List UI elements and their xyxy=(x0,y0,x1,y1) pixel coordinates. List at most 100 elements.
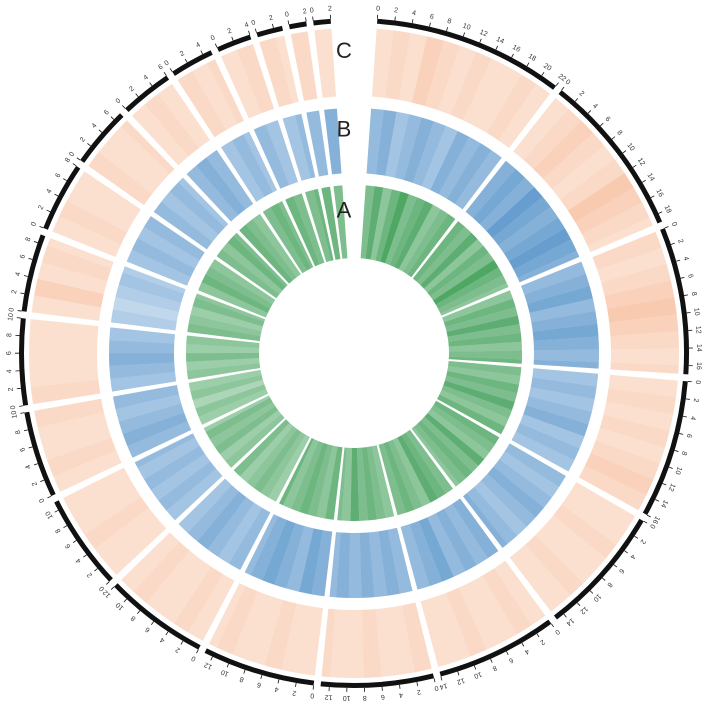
tick-label: 16 xyxy=(511,44,521,54)
tick-mark xyxy=(110,116,115,120)
heatmap-cell xyxy=(205,266,273,309)
heatmap-cell xyxy=(295,113,316,179)
heatmap-cell xyxy=(520,261,586,295)
heatmap-cell xyxy=(324,108,342,175)
tick-label: 2 xyxy=(692,398,699,403)
heatmap-cell xyxy=(369,531,388,598)
tick-label: 14 xyxy=(565,616,576,626)
tick-mark xyxy=(473,665,477,670)
tick-mark xyxy=(541,72,545,76)
heatmap-cell xyxy=(216,249,280,299)
tick-label: 0 xyxy=(564,79,571,87)
heatmap-cell xyxy=(98,138,161,195)
tick-label: 10 xyxy=(625,142,635,153)
heatmap-cell xyxy=(401,432,446,499)
tick-label: 6 xyxy=(686,273,694,278)
heatmap-cell xyxy=(233,419,290,477)
heatmap-cell xyxy=(435,267,503,309)
tick-label: 2 xyxy=(179,50,186,58)
heatmap-cell xyxy=(169,182,225,235)
heatmap-cell xyxy=(606,388,676,415)
heatmap-cell xyxy=(385,30,411,100)
ideogram xyxy=(313,18,331,26)
track-background xyxy=(578,374,678,511)
tick-label: 2 xyxy=(394,7,399,14)
tick-mark xyxy=(683,294,689,296)
heatmap-cell xyxy=(262,519,296,585)
track-background xyxy=(121,532,235,641)
heatmap-cell xyxy=(333,185,348,259)
heatmap-cell xyxy=(221,242,283,295)
heatmap-cell xyxy=(585,453,654,496)
tick-label: 0 xyxy=(98,584,106,592)
tick-mark xyxy=(137,610,141,614)
heatmap-cell xyxy=(486,186,543,239)
tick-label: 0 xyxy=(210,34,217,42)
heatmap-cell xyxy=(603,401,674,432)
tick-label: 6 xyxy=(103,109,111,117)
heatmap-cell xyxy=(465,160,516,218)
heatmap-cell xyxy=(524,273,590,304)
tick-label: 8 xyxy=(615,129,623,137)
heatmap-cell xyxy=(337,447,347,521)
tick-mark xyxy=(214,43,218,48)
tick-label: 2 xyxy=(37,204,45,211)
ideogram xyxy=(125,75,170,113)
tick-label: 4 xyxy=(46,188,54,195)
tick-label: 8 xyxy=(130,614,138,622)
heatmap-cell xyxy=(435,508,477,572)
heatmap-cell xyxy=(112,385,179,410)
tick-mark xyxy=(521,642,525,647)
heatmap-cell xyxy=(275,35,299,104)
tick-label: 22 xyxy=(557,73,568,83)
heatmap-cell xyxy=(405,429,453,494)
heatmap-cell xyxy=(158,83,211,148)
tick-label: 10 xyxy=(473,670,483,679)
tick-mark xyxy=(254,28,257,33)
heatmap-cell xyxy=(264,600,297,670)
heatmap-cell xyxy=(610,348,679,366)
heatmap-cell xyxy=(430,252,494,301)
heatmap-cell xyxy=(110,371,177,392)
tick-mark xyxy=(17,310,22,312)
tick-label: 4 xyxy=(75,557,83,564)
heatmap-cell xyxy=(442,290,513,323)
tick-mark xyxy=(135,93,139,97)
heatmap-cell xyxy=(498,83,551,149)
tick-mark xyxy=(94,568,98,572)
tick-mark xyxy=(536,633,540,638)
tick-label: 10 xyxy=(7,313,15,322)
heatmap-cell xyxy=(366,108,384,175)
heatmap-cell xyxy=(195,293,266,322)
tick-mark xyxy=(446,27,449,32)
tick-mark xyxy=(122,105,126,109)
heatmap-cell xyxy=(186,358,260,371)
heatmap-cell xyxy=(407,213,456,278)
track-background xyxy=(509,482,636,612)
heatmap-cell xyxy=(519,414,585,449)
tick-mark xyxy=(495,45,498,50)
heatmap-cell xyxy=(314,28,337,98)
ideogram xyxy=(204,648,315,686)
heatmap-cell xyxy=(525,535,584,596)
tick-mark xyxy=(260,674,263,680)
tick-label: 4 xyxy=(274,685,279,693)
heatmap-cell xyxy=(221,49,262,119)
heatmap-cell xyxy=(446,143,492,204)
heatmap-cell xyxy=(186,335,260,349)
tick-label: 2 xyxy=(174,645,181,653)
track-label: C xyxy=(336,38,352,63)
tick-mark xyxy=(634,535,639,539)
heatmap-cell xyxy=(131,104,189,166)
heatmap-cell xyxy=(523,108,582,170)
heatmap-cell xyxy=(493,459,552,508)
tick-mark xyxy=(46,209,51,213)
tick-label: 6 xyxy=(64,542,72,549)
heatmap-cell xyxy=(112,297,179,322)
heatmap-cell xyxy=(282,115,311,181)
heatmap-cell xyxy=(578,465,647,511)
heatmap-cell xyxy=(259,37,293,108)
ideogram xyxy=(21,234,46,312)
heatmap-cell xyxy=(311,530,333,597)
tick-label: 14 xyxy=(495,36,505,46)
